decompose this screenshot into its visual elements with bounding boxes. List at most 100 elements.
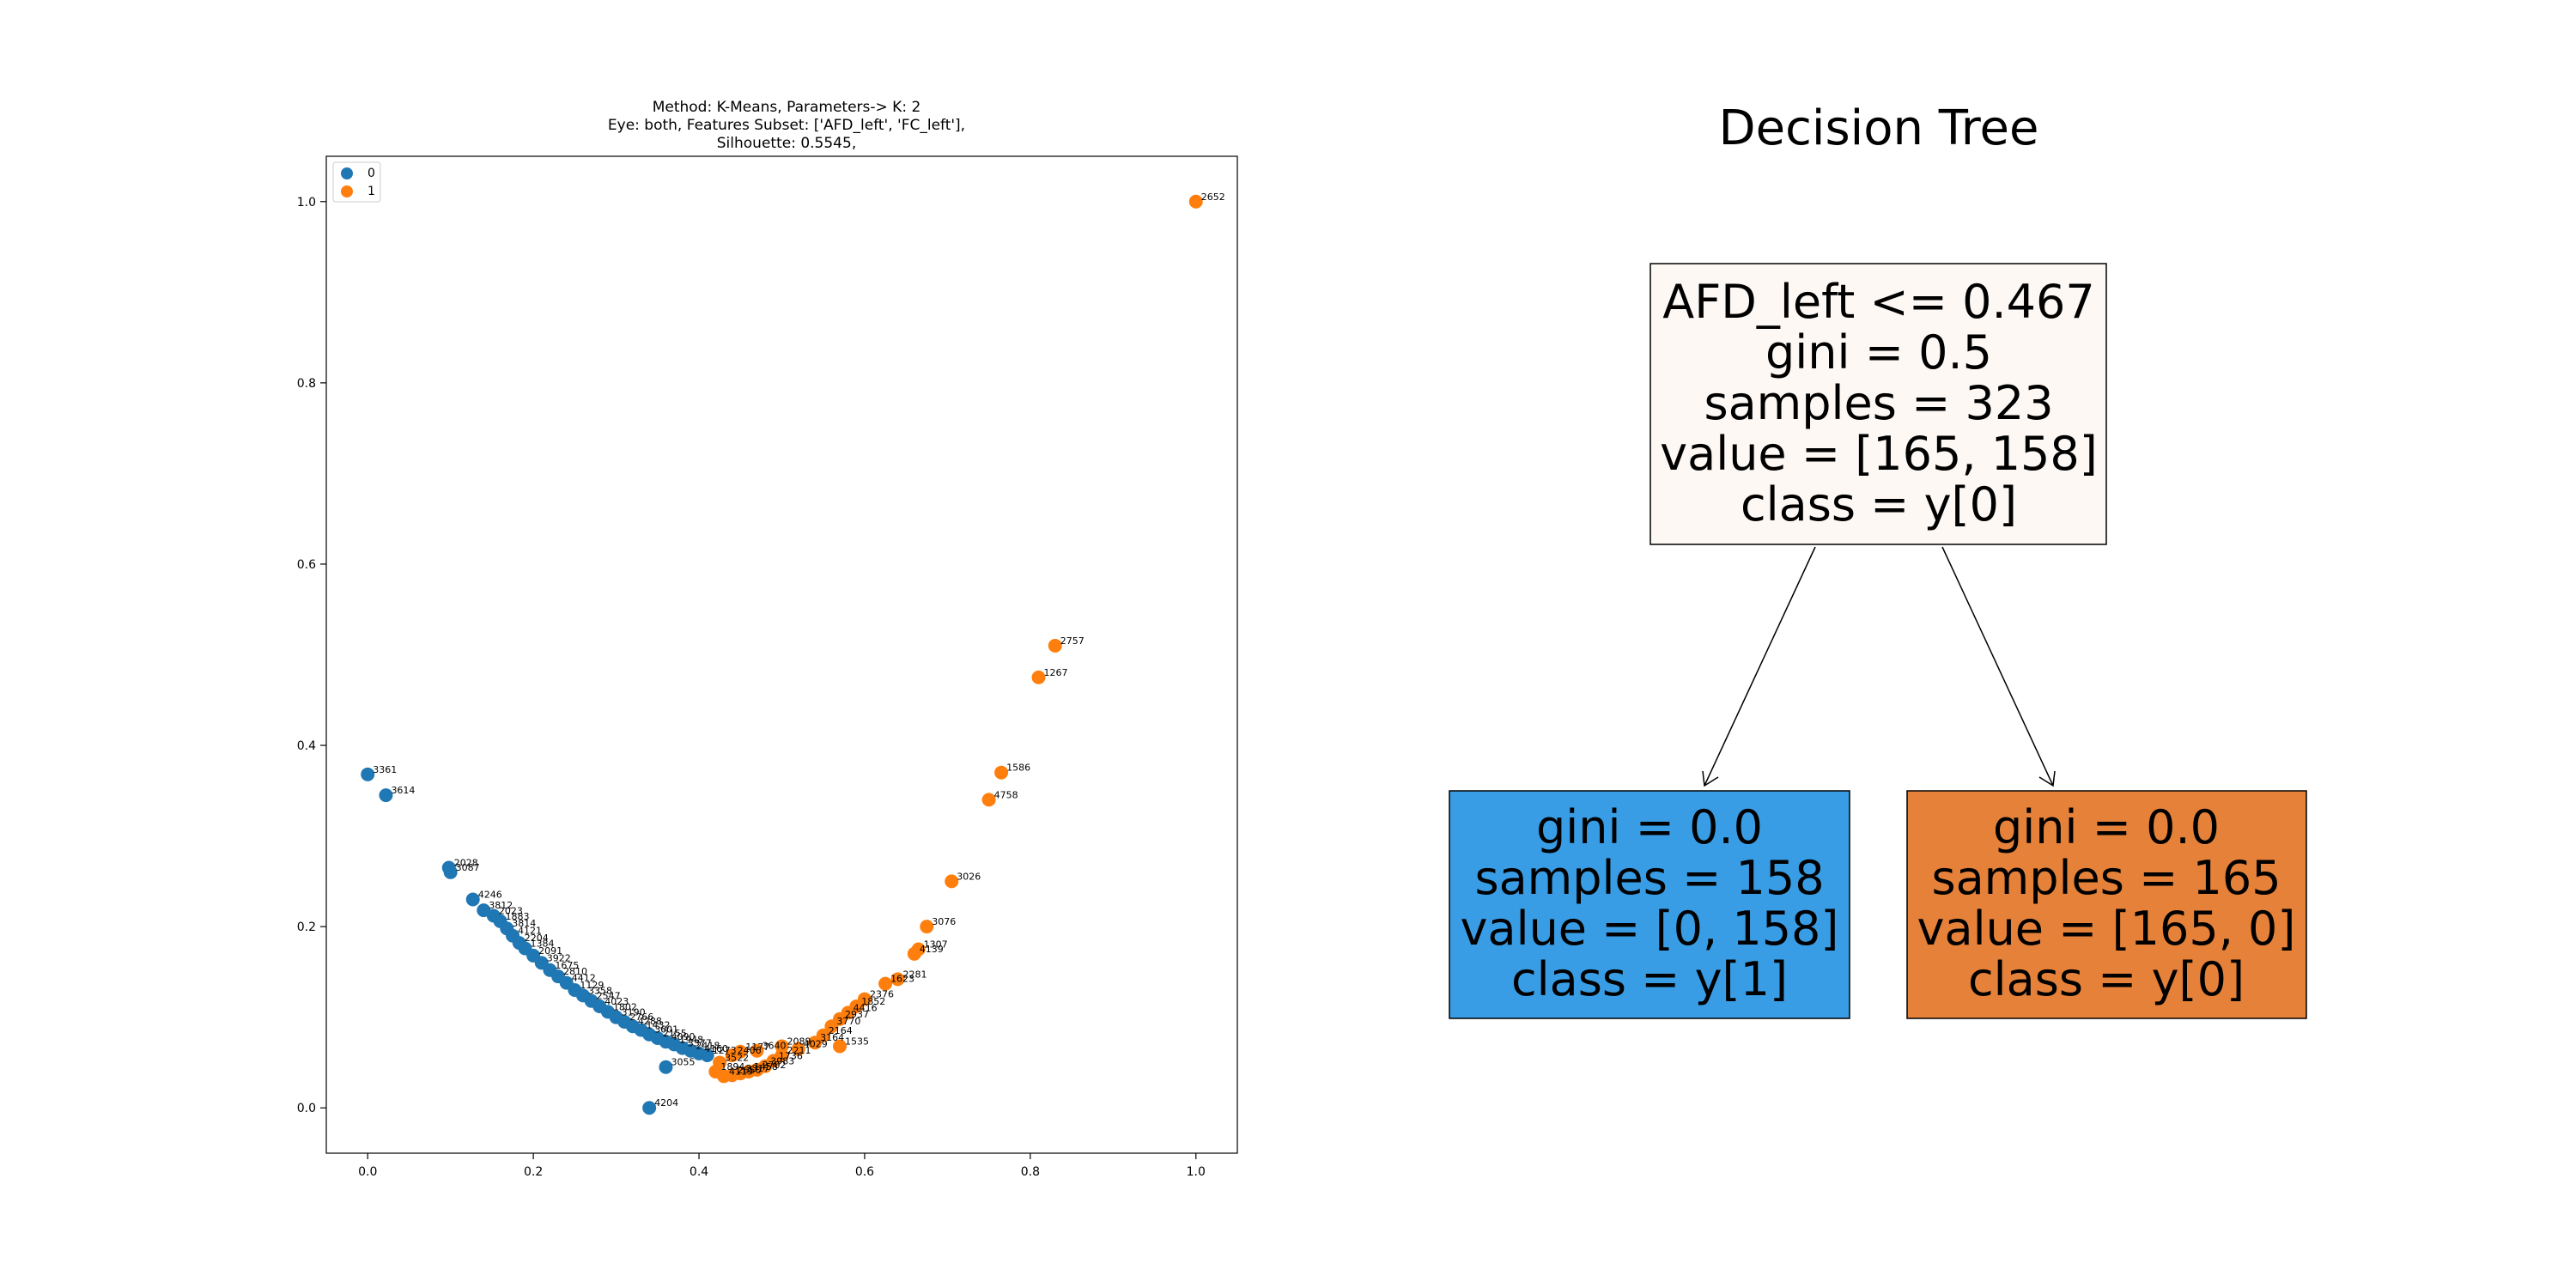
point-series-1-9 <box>890 972 905 987</box>
point-label-series-0-1: 3614 <box>391 785 415 796</box>
point-label-series-1-3: 1586 <box>1006 762 1030 774</box>
point-label-series-0-14: 1675 <box>555 960 579 971</box>
point-label-series-1-9: 2281 <box>903 969 927 980</box>
point-label-series-0-24: 4288 <box>638 1016 662 1027</box>
point-label-series-0-35: 4204 <box>654 1097 678 1109</box>
x-tick-label-5: 1.0 <box>1187 1165 1206 1179</box>
point-label-series-1-14: 2937 <box>845 1009 869 1020</box>
legend-label-0: 0 <box>368 167 375 180</box>
point-label-series-0-15: 2810 <box>563 966 587 977</box>
tree-node-root: AFD_left <= 0.467 gini = 0.5 samples = 3… <box>1649 263 2107 545</box>
tree-node-left: gini = 0.0 samples = 158 value = [0, 158… <box>1449 790 1850 1019</box>
x-tick-label-1: 0.2 <box>524 1165 543 1179</box>
y-tick-label-2: 0.4 <box>297 739 316 753</box>
point-label-series-1-21: 1736 <box>779 1050 803 1061</box>
point-series-1-15 <box>824 1019 839 1034</box>
point-series-1-0 <box>1188 194 1203 209</box>
scatter-plot: Method: K-Means, Parameters-> K: 2 Eye: … <box>297 99 1238 1179</box>
point-series-0-4 <box>465 892 480 907</box>
y-tick-label-3: 0.6 <box>297 558 316 572</box>
point-label-series-1-30: 2406 <box>738 1045 762 1056</box>
x-tick-label-2: 0.4 <box>690 1165 708 1179</box>
point-label-series-0-3: 3087 <box>456 862 480 873</box>
point-label-series-1-22: 3983 <box>770 1056 794 1067</box>
left-line-4: class = y[1] <box>1511 952 1788 1006</box>
point-label-series-1-18: 3164 <box>820 1032 844 1043</box>
point-label-series-0-22: 3190 <box>622 1007 646 1018</box>
root-line-4: value = [165, 158] <box>1660 427 2098 481</box>
right-line-2: samples = 165 <box>1931 851 2281 905</box>
scatter-title-line-2: Eye: both, Features Subset: ['AFD_left',… <box>608 117 965 134</box>
scatter-ticks: 0.0 0.2 0.4 0.6 0.8 1.0 0.0 0.2 0.4 0.6 0.8 1.0 <box>297 196 1206 1179</box>
tree-arrow-left <box>1702 770 1719 787</box>
point-series-0-35 <box>642 1101 657 1115</box>
root-line-3: samples = 323 <box>1704 376 2053 430</box>
point-label-series-0-27: 2155 <box>663 1028 687 1039</box>
point-series-0-33 <box>700 1048 714 1063</box>
point-label-series-1-29: 3522 <box>725 1052 749 1063</box>
point-series-1-2 <box>1031 670 1046 684</box>
point-label-series-1-2: 1267 <box>1044 667 1068 678</box>
scatter-title-line-1: Method: K-Means, Parameters-> K: 2 <box>653 99 921 116</box>
y-tick-label-4: 0.8 <box>297 377 316 391</box>
right-line-3: value = [165, 0] <box>1917 902 2296 956</box>
point-label-series-0-17: 1129 <box>580 980 604 991</box>
point-label-series-0-26: 3601 <box>654 1024 678 1036</box>
point-label-series-0-13: 3922 <box>547 952 571 963</box>
left-line-2: samples = 158 <box>1474 851 1824 905</box>
tree-arrow-right <box>2038 770 2056 787</box>
left-line-3: value = [0, 158] <box>1461 902 1839 956</box>
point-label-series-1-6: 3076 <box>932 916 956 927</box>
point-label-series-0-18: 3358 <box>588 985 612 996</box>
tree-node-right: gini = 0.0 samples = 165 value = [165, 0… <box>1906 790 2307 1019</box>
point-label-series-1-19: 4029 <box>804 1039 828 1050</box>
point-label-series-0-32: 4160 <box>704 1043 728 1054</box>
point-label-series-0-5: 3812 <box>489 900 513 911</box>
legend-marker-0 <box>341 167 353 179</box>
point-label-series-0-10: 2204 <box>525 933 549 944</box>
legend-marker-1 <box>341 185 353 197</box>
point-series-1-18 <box>808 1036 823 1050</box>
point-series-1-33 <box>775 1039 789 1054</box>
point-label-series-0-23: 2766 <box>629 1012 653 1023</box>
point-label-series-1-24: 1458 <box>754 1061 778 1072</box>
point-label-series-1-25: 3317 <box>745 1063 769 1074</box>
left-line-1: gini = 0.0 <box>1536 800 1763 854</box>
point-label-series-0-20: 4023 <box>605 996 629 1007</box>
tree-node-root-box <box>1649 263 2107 545</box>
point-label-series-0-21: 1802 <box>613 1001 637 1012</box>
point-label-series-1-5: 3026 <box>957 871 981 882</box>
root-line-2: gini = 0.5 <box>1765 325 1992 380</box>
point-label-series-1-17: 1535 <box>845 1036 869 1047</box>
point-label-series-0-2: 2028 <box>454 858 478 869</box>
x-tick-label-4: 0.8 <box>1021 1165 1040 1179</box>
point-label-series-0-16: 4412 <box>572 973 596 984</box>
point-series-1-31 <box>733 1044 748 1059</box>
point-label-series-0-0: 3361 <box>373 764 397 775</box>
point-label-series-1-33: 2089 <box>787 1036 811 1047</box>
point-series-0-0 <box>361 767 375 781</box>
x-tick-label-3: 0.6 <box>855 1165 874 1179</box>
point-series-1-19 <box>791 1042 805 1056</box>
point-label-series-1-10: 1623 <box>890 974 914 985</box>
point-label-series-1-11: 2376 <box>870 989 894 1000</box>
point-label-series-0-29: 1948 <box>679 1034 703 1045</box>
point-series-1-10 <box>878 976 893 991</box>
point-label-series-1-32: 3640 <box>762 1041 787 1052</box>
point-series-1-29 <box>713 1055 727 1070</box>
point-label-series-1-27: 4119 <box>729 1066 753 1077</box>
right-line-1: gini = 0.0 <box>1993 800 2220 854</box>
point-label-series-1-23: 2702 <box>762 1060 787 1071</box>
point-label-series-0-4: 4246 <box>478 889 502 900</box>
right-line-4: class = y[0] <box>1968 952 2245 1006</box>
y-tick-label-1: 0.2 <box>297 920 316 934</box>
decision-tree: Decision Tree AFD_left <= 0.467 gini = 0… <box>1449 100 2307 1019</box>
point-series-1-4 <box>981 793 996 807</box>
tree-edge-right <box>1941 546 2054 787</box>
legend-label-1: 1 <box>368 185 375 198</box>
point-series-1-8 <box>907 946 921 961</box>
point-label-series-1-28: 1894 <box>720 1061 744 1072</box>
scatter-axes-frame <box>325 155 1238 1154</box>
